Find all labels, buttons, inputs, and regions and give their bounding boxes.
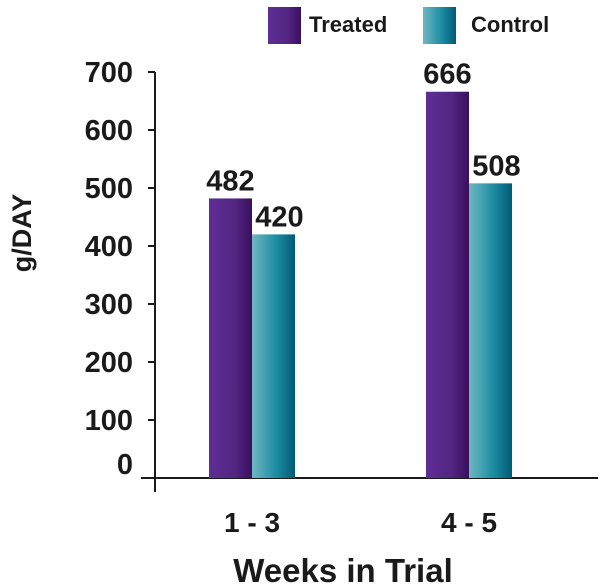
legend-label-treated: Treated: [309, 12, 387, 37]
data-label: 482: [206, 165, 254, 197]
data-label: 508: [472, 150, 520, 182]
x-tick-label: 4 - 5: [441, 507, 497, 538]
bar-treated-1: [209, 198, 252, 478]
legend-label-control: Control: [471, 12, 549, 37]
y-tick-label: 100: [85, 405, 133, 437]
y-axis-title: g/DAY: [7, 194, 37, 273]
x-axis-title: Weeks in Trial: [233, 552, 453, 588]
y-tick-label: 300: [85, 289, 133, 321]
bar-control-2: [469, 183, 512, 479]
bar-treated-2: [426, 91, 469, 478]
y-tick-label: 500: [85, 173, 133, 205]
y-tick-label: 200: [85, 347, 133, 379]
legend: Treated Control: [268, 7, 549, 44]
legend-swatch-control: [423, 7, 456, 44]
legend-swatch-treated: [268, 7, 301, 44]
x-tick-label: 1 - 3: [224, 507, 280, 538]
data-label: 666: [423, 59, 471, 91]
data-label: 420: [255, 201, 303, 233]
y-tick-label: 600: [85, 115, 133, 147]
y-tick-label: 700: [85, 57, 133, 89]
category-labels: 1 - 3 4 - 5: [224, 507, 497, 538]
bar-control-1: [252, 234, 295, 478]
y-tick-label: 400: [85, 231, 133, 263]
y-tick-label: 0: [117, 449, 133, 481]
y-ticks: 0 100 200 300 400 500 600 700: [85, 57, 155, 481]
